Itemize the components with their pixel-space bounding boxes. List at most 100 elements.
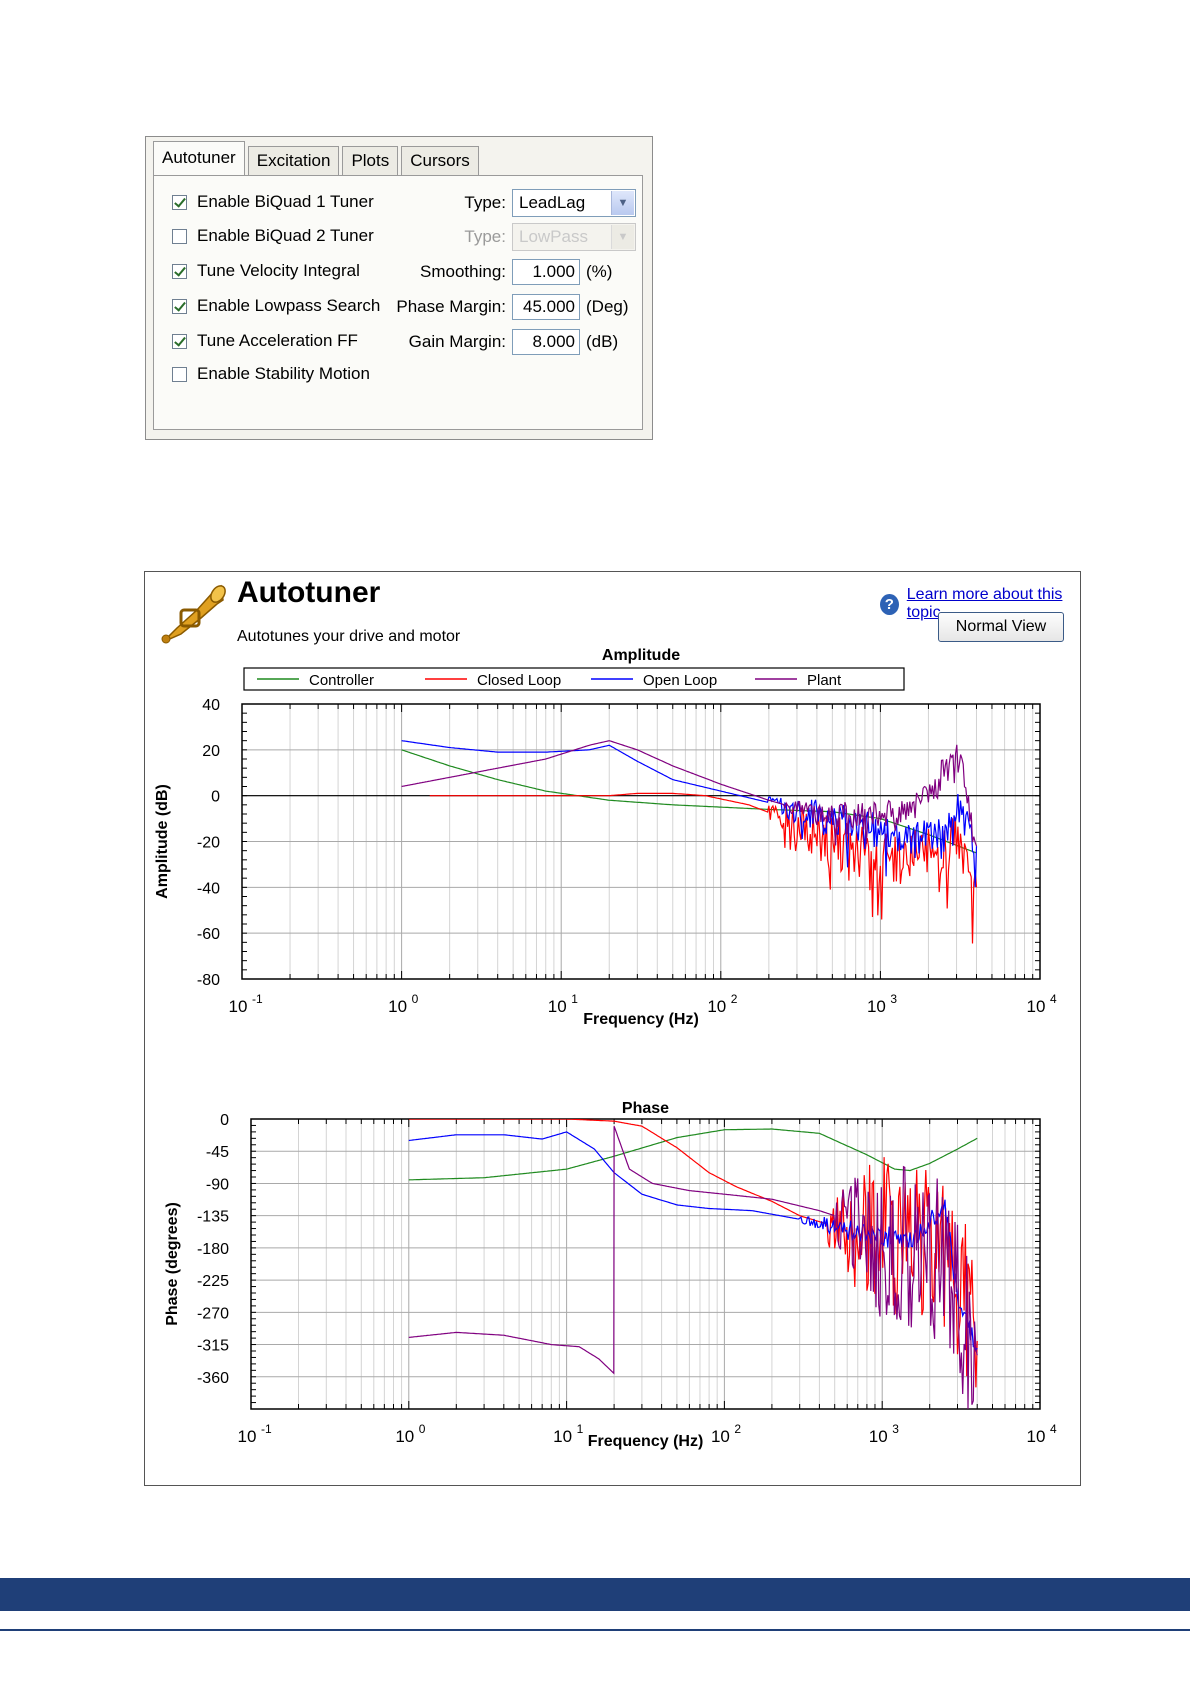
series-line-closed-loop bbox=[429, 792, 978, 944]
stability-motion-label: Enable Stability Motion bbox=[197, 364, 370, 383]
gain-margin-label: Gain Margin: bbox=[408, 332, 506, 351]
y-tick-label: 20 bbox=[202, 743, 220, 760]
chart-title: Amplitude bbox=[602, 647, 680, 664]
x-tick-label: 10 bbox=[388, 997, 407, 1016]
legend-label: Open Loop bbox=[643, 672, 717, 689]
x-tick-exponent: 4 bbox=[1050, 992, 1057, 1006]
x-tick-exponent: 3 bbox=[890, 992, 897, 1006]
y-tick-label: -45 bbox=[206, 1144, 229, 1161]
plot-frame bbox=[241, 703, 1041, 980]
tab-autotuner[interactable]: Autotuner bbox=[153, 141, 245, 175]
y-tick-label: -225 bbox=[197, 1273, 229, 1290]
y-tick-label: -180 bbox=[197, 1241, 229, 1258]
smoothing-label: Smoothing: bbox=[420, 262, 506, 281]
x-tick-label: 10 bbox=[1027, 997, 1046, 1016]
acceleration-ff-option[interactable]: Tune Acceleration FF bbox=[172, 329, 358, 353]
footer-band bbox=[0, 1578, 1190, 1611]
page-subtitle: Autotunes your drive and motor bbox=[237, 628, 461, 645]
chart-legend: Controller Closed Loop Open Loop Plant bbox=[243, 667, 905, 691]
series-line-open-loop bbox=[408, 1131, 978, 1352]
phase-margin-unit: (Deg) bbox=[586, 297, 629, 316]
x-tick-label: 10 bbox=[548, 997, 567, 1016]
page-title: Autotuner bbox=[237, 576, 381, 609]
biquad1-tuner-option[interactable]: Enable BiQuad 1 Tuner bbox=[172, 190, 374, 214]
x-tick-exponent: 1 bbox=[577, 1422, 584, 1436]
y-axis-label: Amplitude (dB) bbox=[154, 784, 171, 899]
legend-label: Closed Loop bbox=[477, 672, 561, 689]
legend-label: Plant bbox=[807, 672, 842, 689]
smoothing-input[interactable]: 1.000 bbox=[512, 259, 580, 285]
legend-label: Controller bbox=[309, 672, 374, 689]
acceleration-ff-label: Tune Acceleration FF bbox=[197, 331, 358, 350]
autotuner-settings-dialog: Autotuner Excitation Plots Cursors Enabl… bbox=[145, 136, 653, 440]
y-tick-label: -270 bbox=[197, 1305, 229, 1322]
lowpass-search-option[interactable]: Enable Lowpass Search bbox=[172, 294, 380, 318]
x-tick-exponent: 2 bbox=[734, 1422, 741, 1436]
biquad2-tuner-option[interactable]: Enable BiQuad 2 Tuner bbox=[172, 224, 374, 248]
tab-cursors[interactable]: Cursors bbox=[401, 146, 479, 175]
legend-box bbox=[243, 667, 905, 691]
y-tick-label: 0 bbox=[211, 789, 220, 806]
y-tick-label: -60 bbox=[197, 926, 220, 943]
y-tick-label: -315 bbox=[197, 1338, 229, 1355]
tab-strip: Autotuner Excitation Plots Cursors bbox=[153, 141, 482, 175]
type2-select: LowPass ▼ bbox=[512, 223, 636, 251]
chevron-down-icon: ▼ bbox=[611, 225, 634, 249]
series-line-open-loop bbox=[401, 740, 978, 888]
help-link[interactable]: ? Learn more about this topic bbox=[880, 586, 1080, 622]
chevron-down-icon[interactable]: ▼ bbox=[611, 191, 634, 215]
type1-label: Type: bbox=[464, 193, 506, 212]
tab-plots[interactable]: Plots bbox=[342, 146, 399, 175]
type2-label: Type: bbox=[464, 227, 506, 246]
lowpass-search-checkbox[interactable] bbox=[172, 298, 187, 314]
x-tick-exponent: 3 bbox=[892, 1422, 899, 1436]
y-tick-label: -20 bbox=[197, 835, 220, 852]
help-icon[interactable]: ? bbox=[880, 593, 899, 615]
gain-margin-input[interactable]: 8.000 bbox=[512, 329, 580, 355]
biquad2-tuner-label: Enable BiQuad 2 Tuner bbox=[197, 226, 374, 245]
x-axis-label: Frequency (Hz) bbox=[583, 1011, 699, 1028]
x-tick-exponent: 4 bbox=[1050, 1422, 1057, 1436]
x-tick-exponent: -1 bbox=[261, 1422, 272, 1436]
autotuner-window: Autotuner Autotunes your drive and motor… bbox=[144, 571, 1081, 1486]
x-tick-label: 10 bbox=[1027, 1427, 1046, 1446]
series-line-plant bbox=[401, 740, 978, 847]
chart-1: 0 -45 -90 -135 -180 -225 -270 -315 -360 10 -1 10 0 10… bbox=[164, 1100, 1057, 1450]
normal-view-button[interactable]: Normal View bbox=[938, 612, 1064, 642]
x-tick-label: 10 bbox=[229, 997, 248, 1016]
series-line-closed-loop bbox=[408, 1119, 978, 1388]
tab-excitation[interactable]: Excitation bbox=[247, 146, 340, 175]
x-tick-label: 10 bbox=[707, 997, 726, 1016]
y-tick-label: -40 bbox=[197, 880, 220, 897]
x-tick-exponent: 0 bbox=[412, 992, 419, 1006]
plot-frame bbox=[250, 1118, 1041, 1410]
acceleration-ff-checkbox[interactable] bbox=[172, 333, 187, 349]
biquad2-tuner-checkbox[interactable] bbox=[172, 228, 187, 244]
velocity-integral-checkbox[interactable] bbox=[172, 263, 187, 279]
velocity-integral-option[interactable]: Tune Velocity Integral bbox=[172, 259, 360, 283]
lowpass-search-label: Enable Lowpass Search bbox=[197, 296, 381, 315]
biquad1-tuner-checkbox[interactable] bbox=[172, 194, 187, 210]
phase-margin-input[interactable]: 45.000 bbox=[512, 294, 580, 320]
x-tick-label: 10 bbox=[553, 1427, 572, 1446]
x-tick-exponent: 0 bbox=[419, 1422, 426, 1436]
stability-motion-checkbox[interactable] bbox=[172, 366, 187, 382]
y-axis-label: Phase (degrees) bbox=[164, 1202, 181, 1326]
help-link-text[interactable]: Learn more about this topic bbox=[906, 586, 1063, 621]
series-line-controller bbox=[408, 1128, 978, 1181]
chart-title: Phase bbox=[622, 1100, 669, 1117]
type2-value: LowPass bbox=[519, 227, 588, 246]
y-tick-label: -90 bbox=[206, 1176, 229, 1193]
footer-rule bbox=[0, 1629, 1190, 1631]
stability-motion-option[interactable]: Enable Stability Motion bbox=[172, 362, 370, 386]
autotuner-tab-panel: Enable BiQuad 1 Tuner Enable BiQuad 2 Tu… bbox=[153, 175, 643, 430]
series-line-plant bbox=[408, 1125, 978, 1409]
x-tick-label: 10 bbox=[395, 1427, 414, 1446]
type1-select[interactable]: LeadLag ▼ bbox=[512, 189, 636, 217]
x-tick-label: 10 bbox=[867, 997, 886, 1016]
y-tick-label: -80 bbox=[197, 972, 220, 989]
x-tick-exponent: -1 bbox=[252, 992, 263, 1006]
y-tick-label: 0 bbox=[220, 1112, 229, 1129]
smoothing-unit: (%) bbox=[586, 262, 613, 281]
